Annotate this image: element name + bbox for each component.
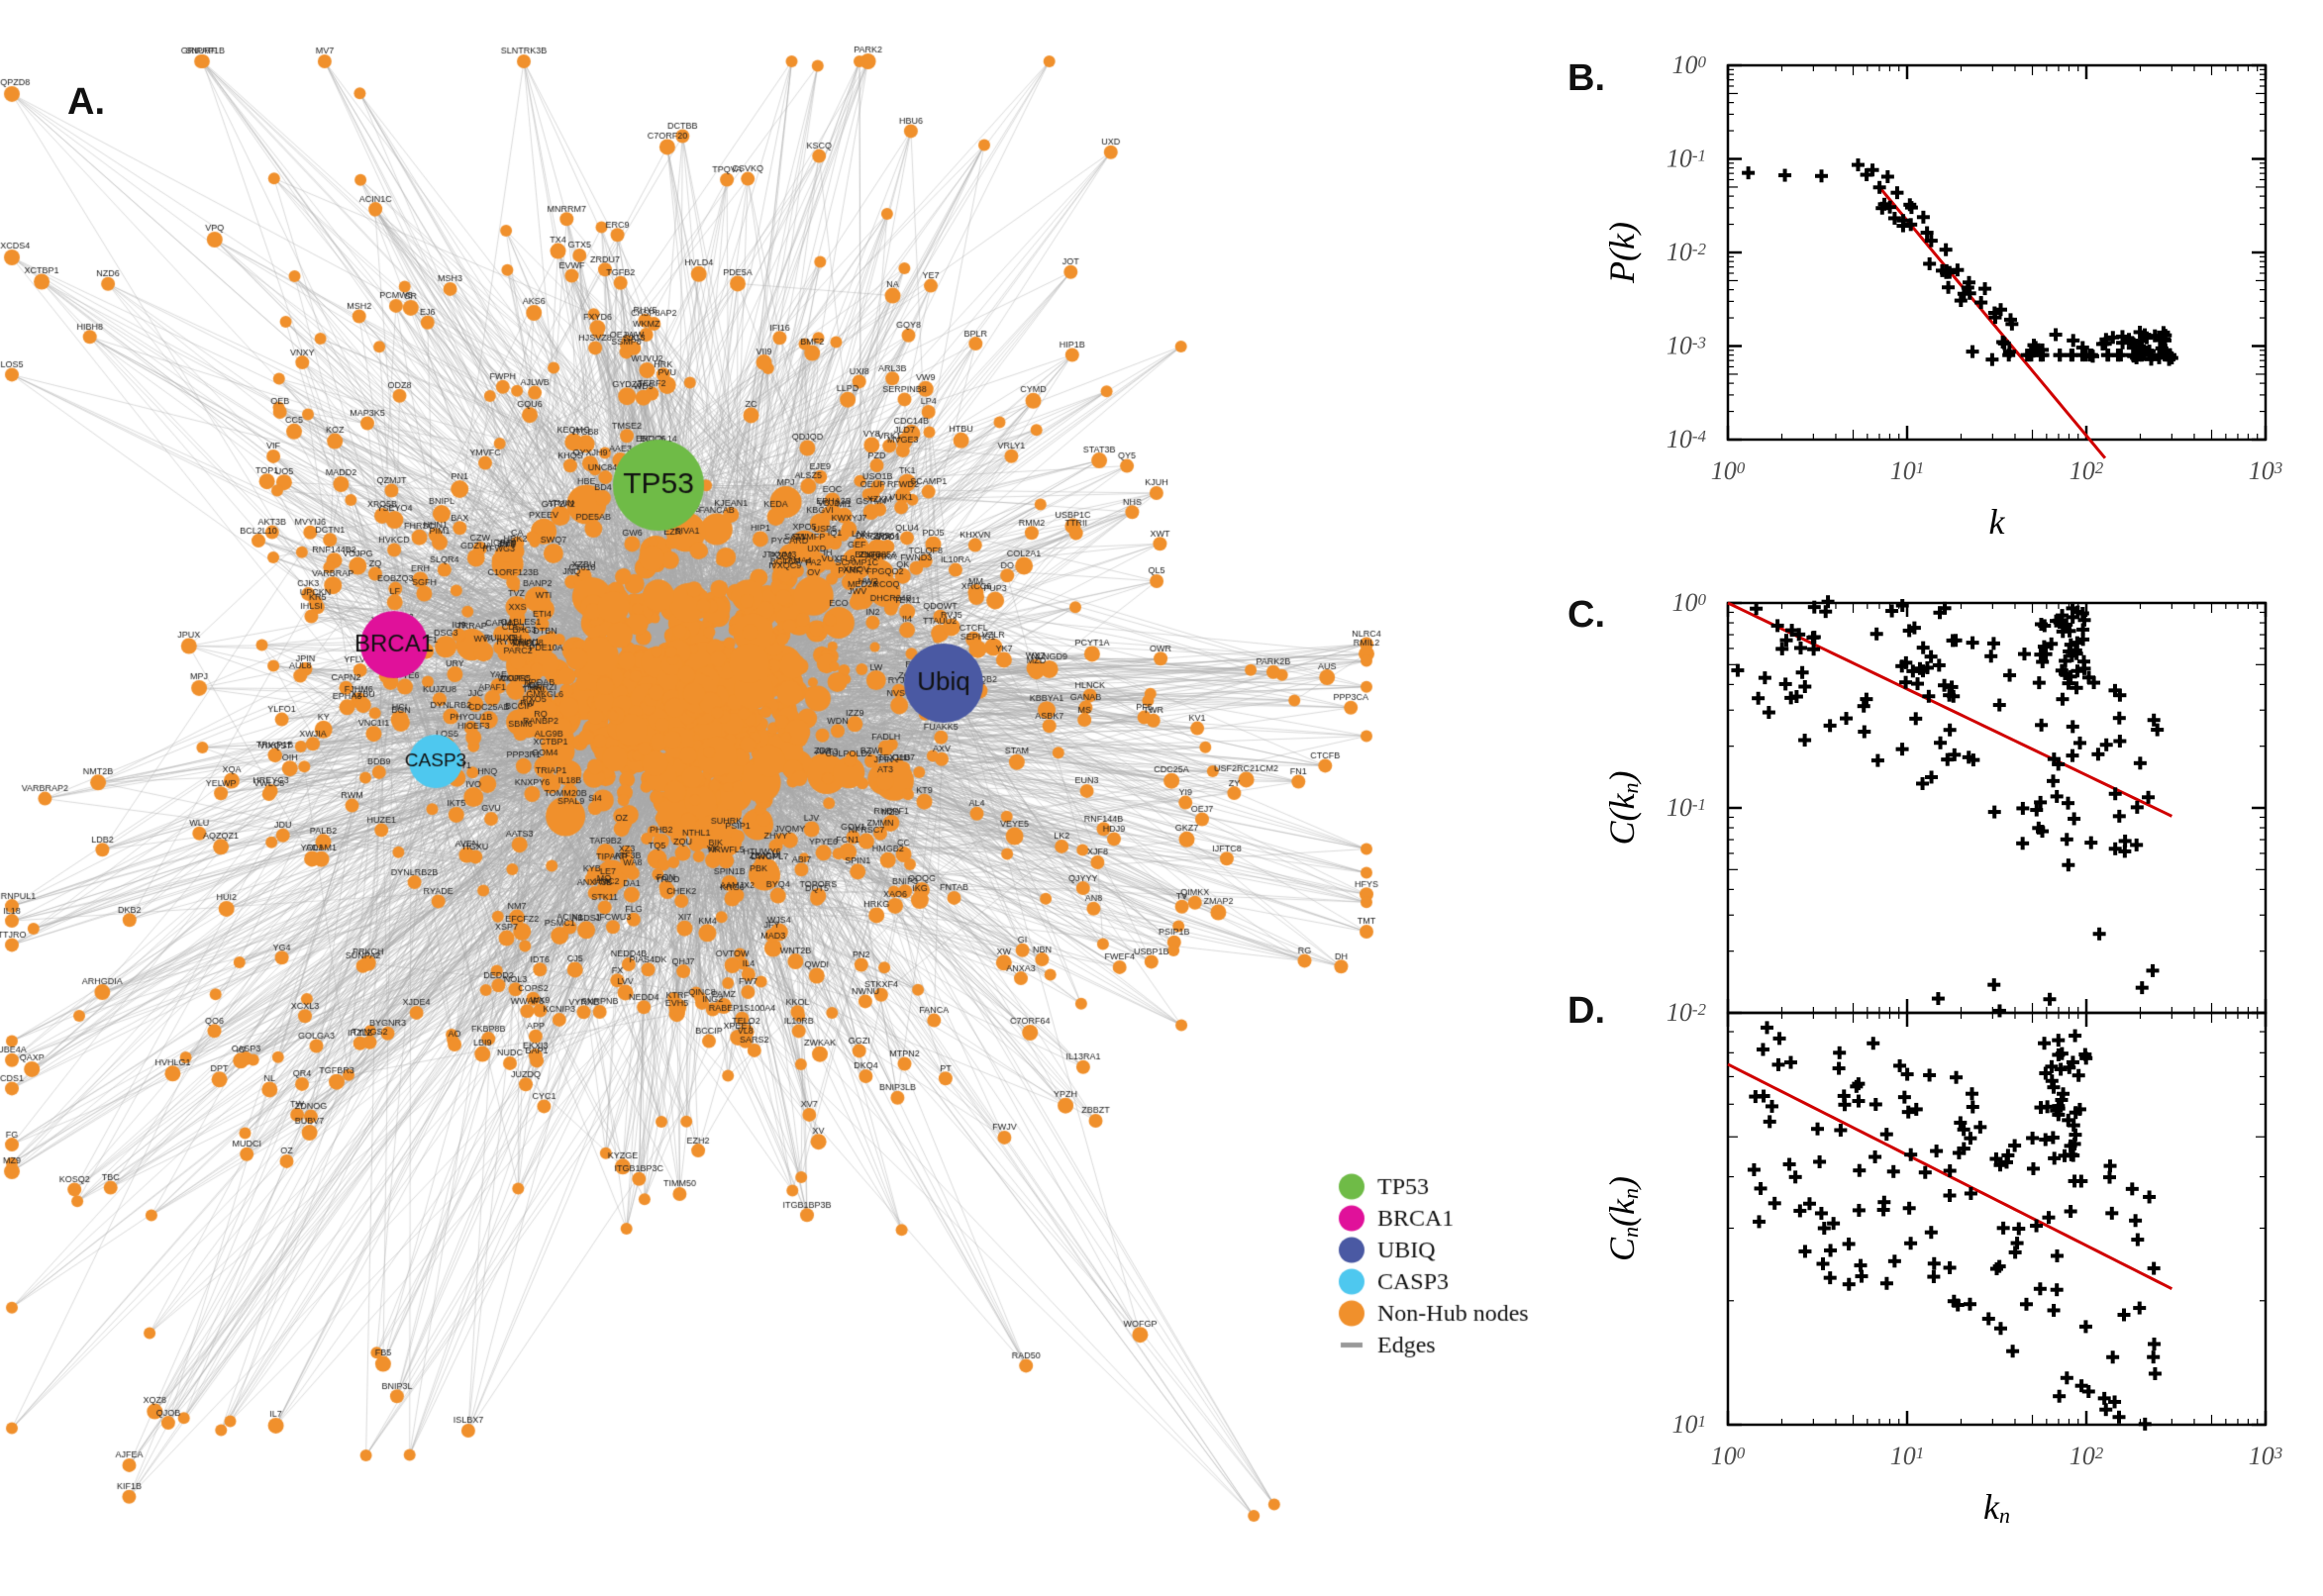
svg-text:100: 100 <box>1672 50 1707 79</box>
svg-text:10-2: 10-2 <box>1666 998 1707 1027</box>
svg-text:kn: kn <box>1983 1487 2010 1528</box>
svg-text:100: 100 <box>1711 456 1746 485</box>
svg-text:10-4: 10-4 <box>1666 425 1707 453</box>
svg-text:101: 101 <box>1890 1442 1925 1470</box>
svg-text:101: 101 <box>1890 456 1925 485</box>
svg-text:k: k <box>1989 502 2006 542</box>
svg-text:P(k): P(k) <box>1602 222 1642 284</box>
svg-text:10-2: 10-2 <box>1666 238 1707 266</box>
svg-text:100: 100 <box>1711 1442 1746 1470</box>
svg-text:C(kn): C(kn) <box>1602 771 1643 846</box>
svg-text:102: 102 <box>2070 456 2104 485</box>
svg-text:10-1: 10-1 <box>1666 145 1706 173</box>
svg-text:10-3: 10-3 <box>1666 332 1706 360</box>
svg-text:103: 103 <box>2249 1442 2283 1470</box>
svg-text:101: 101 <box>1672 1410 1707 1439</box>
svg-text:100: 100 <box>1672 588 1707 617</box>
svg-text:Cn(kn): Cn(kn) <box>1602 1176 1643 1261</box>
svg-text:10-1: 10-1 <box>1666 793 1706 822</box>
svg-text:103: 103 <box>2249 456 2283 485</box>
svg-text:102: 102 <box>2070 1442 2104 1470</box>
